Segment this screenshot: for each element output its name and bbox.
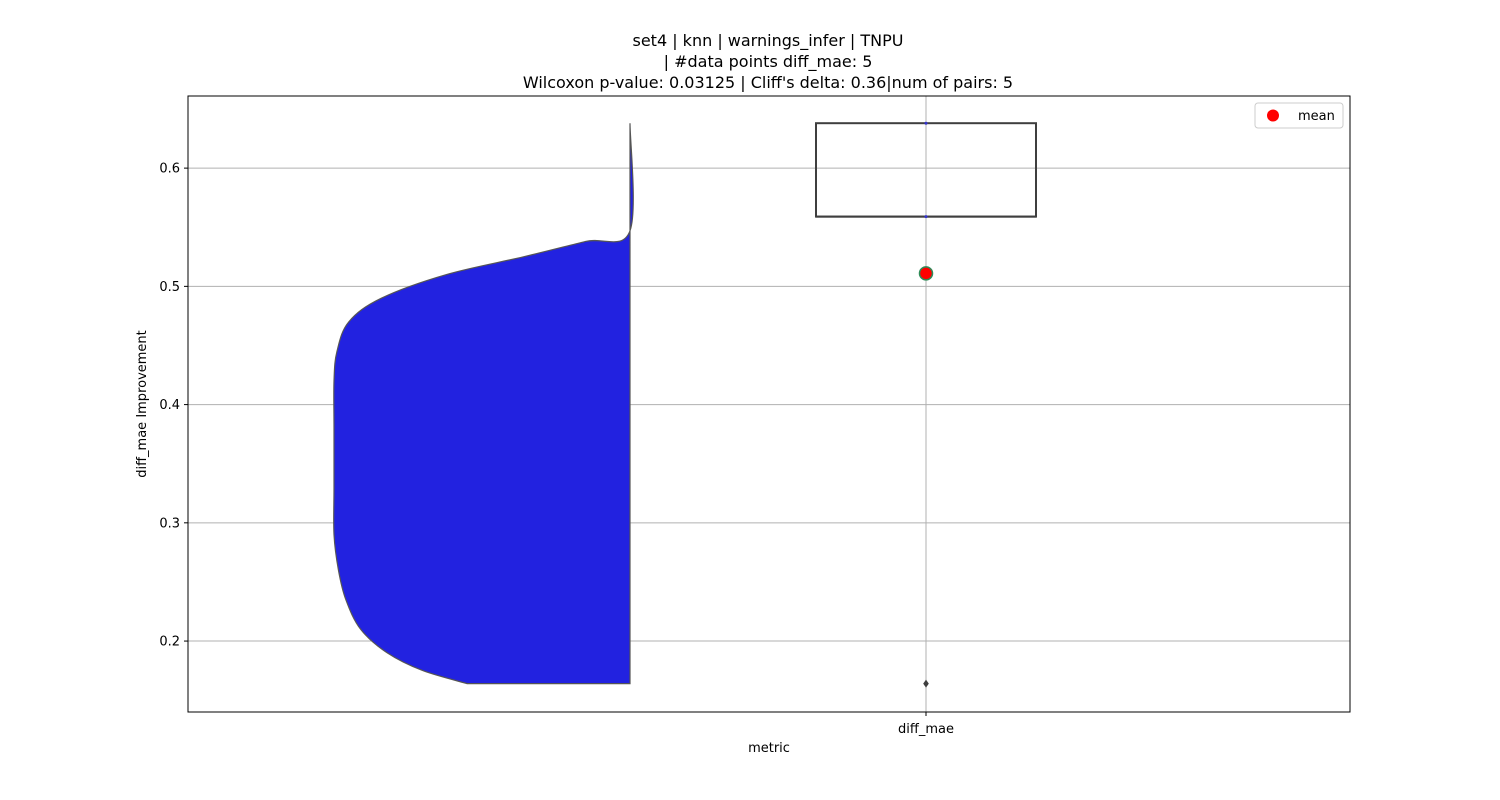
violin-group xyxy=(333,123,634,685)
title-line-2: | #data points diff_mae: 5 xyxy=(664,52,873,72)
violin-body xyxy=(333,123,634,685)
boxplot-layer xyxy=(815,121,1037,688)
y-axis-label: diff_mae Improvement xyxy=(135,330,150,478)
x-axis-label: metric xyxy=(748,741,790,756)
legend-mean-label: mean xyxy=(1298,109,1335,124)
tick-layer: 0.2 0.3 0.4 0.5 0.6 diff_mae xyxy=(159,162,954,737)
legend-box xyxy=(1254,102,1344,129)
y-tick-label: 0.4 xyxy=(159,398,180,413)
box-whisker-cap-top xyxy=(924,121,928,125)
title-line-1: set4 | knn | warnings_infer | TNPU xyxy=(632,31,903,51)
legend-mean-marker xyxy=(1267,109,1279,122)
y-tick-label: 0.3 xyxy=(159,516,180,531)
legend: mean xyxy=(1254,102,1344,129)
y-tick-label: 0.6 xyxy=(159,162,180,177)
box-whisker-cap-bottom xyxy=(924,215,928,219)
axes-frame xyxy=(187,95,1351,713)
y-tick-label: 0.5 xyxy=(159,280,180,295)
y-tick-label: 0.2 xyxy=(159,635,180,650)
violin-layer xyxy=(333,123,634,685)
x-tick-label: diff_mae xyxy=(898,722,954,737)
outlier-point xyxy=(923,679,929,688)
mean-marker xyxy=(918,266,934,281)
title-line-3: Wilcoxon p-value: 0.03125 | Cliff's delt… xyxy=(523,73,1013,92)
